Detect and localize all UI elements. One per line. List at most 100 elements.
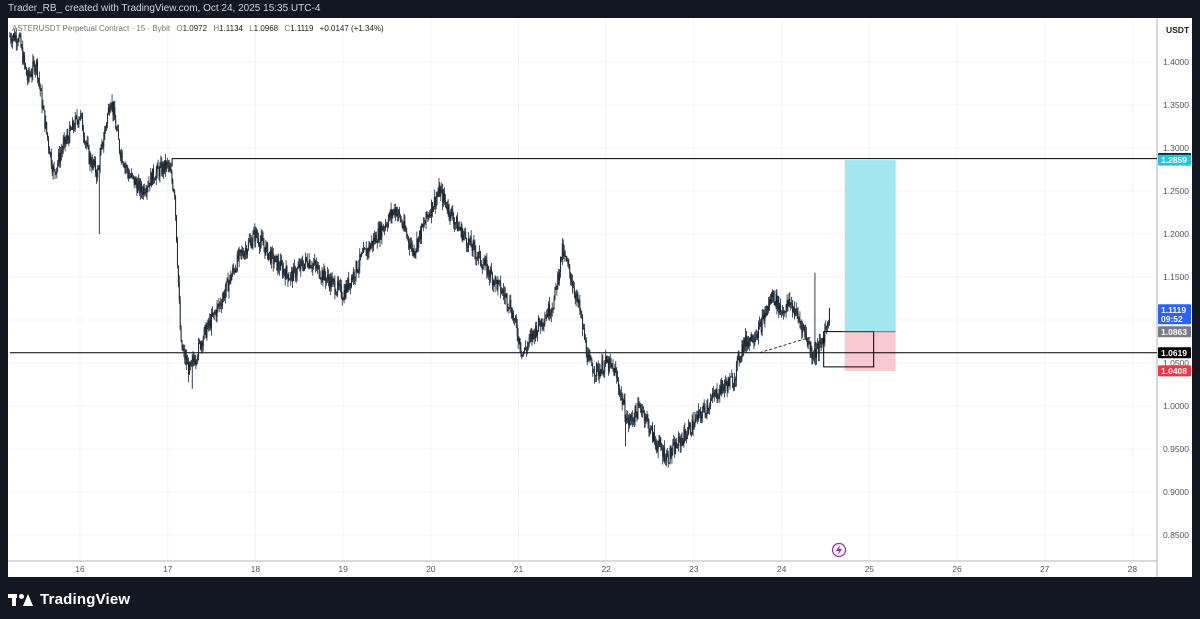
candle-body (390, 210, 392, 218)
candle-body (470, 237, 472, 248)
candle-body (705, 412, 707, 415)
candle-body (86, 142, 88, 145)
candle-body (41, 90, 43, 108)
candle-body (594, 372, 596, 376)
candle-body (87, 142, 89, 147)
candle-body (781, 311, 783, 313)
candle-body (30, 74, 32, 77)
candle-body (296, 268, 298, 276)
candle-body (708, 407, 710, 411)
candle-body (745, 335, 747, 347)
candle-body (77, 120, 79, 124)
candle-body (508, 307, 510, 309)
candle-body (638, 403, 640, 406)
candle-body (676, 447, 678, 449)
candle-body (662, 450, 664, 458)
candle-body (631, 417, 633, 422)
candle-body (567, 260, 569, 264)
candle-body (276, 256, 278, 270)
lightning-event-icon[interactable] (831, 542, 847, 558)
candle-body (107, 107, 109, 115)
candle-body (499, 280, 501, 282)
candle-body (564, 251, 566, 256)
candle-body (524, 347, 526, 353)
candle-body (576, 294, 578, 297)
candle-body (825, 327, 827, 331)
candle-body (389, 213, 391, 218)
candle-body (164, 160, 166, 170)
candle-body (787, 300, 789, 306)
candle-body (549, 314, 551, 316)
candle-body (683, 429, 685, 445)
candle-body (374, 235, 376, 242)
candle-body (406, 231, 408, 237)
candle-body (815, 348, 817, 358)
candle-body (397, 210, 399, 214)
candle-body (96, 169, 98, 178)
candle-body (799, 318, 801, 323)
candle-body (684, 429, 686, 436)
candle-body (19, 35, 21, 37)
candle-body (465, 232, 467, 239)
candle-body (432, 206, 434, 212)
price-tag-bg (1158, 365, 1191, 377)
candle-body (145, 192, 147, 194)
candle-body (71, 121, 73, 130)
currency-label[interactable]: USDT (1166, 25, 1190, 35)
candle-body (664, 447, 666, 462)
candle-body (460, 226, 462, 231)
candle-body (146, 187, 148, 193)
candle-body (814, 348, 816, 357)
candle-body (347, 278, 349, 291)
candle-body (159, 166, 161, 177)
candle-body (746, 341, 748, 347)
candle-body (474, 244, 476, 253)
candle-body (206, 327, 208, 338)
candle-body (528, 337, 530, 344)
candle-body (742, 344, 744, 352)
candle-body (715, 389, 717, 392)
candle-body (151, 173, 153, 186)
candle-body (385, 224, 387, 229)
candle-body (637, 403, 639, 419)
candle-body (511, 311, 513, 318)
legend-open-label: O (176, 24, 182, 33)
candle-body (13, 33, 15, 38)
candle-body (779, 304, 781, 313)
candle-body (703, 405, 705, 408)
candle-body (722, 386, 724, 391)
candle-body (506, 294, 508, 307)
candle-body (443, 193, 445, 201)
candle-body (202, 338, 204, 347)
candle-body (208, 320, 210, 326)
candle-body (209, 319, 211, 326)
candle-body (172, 181, 174, 190)
candle-body (62, 142, 64, 150)
candle-body (514, 317, 516, 319)
candle-body (597, 366, 599, 377)
time-tick-label: 17 (163, 564, 173, 574)
candle-body (763, 314, 765, 321)
candle-body (726, 384, 728, 392)
candle-body (525, 349, 527, 351)
candle-body (513, 312, 515, 321)
candle-body (118, 139, 120, 152)
candle-body (741, 344, 743, 356)
candle-body (436, 195, 438, 198)
candle-body (536, 325, 538, 336)
candle-body (502, 289, 504, 294)
candle-body (610, 363, 612, 365)
candle-body (479, 251, 481, 264)
candle-body (90, 155, 92, 165)
candle-body (33, 61, 35, 63)
candle-body (137, 183, 139, 193)
candle-body (122, 162, 124, 165)
candle-body (426, 212, 428, 218)
candle-body (16, 42, 18, 44)
candle-body (399, 214, 401, 221)
candle-body (220, 302, 222, 306)
candle-body (88, 146, 90, 164)
candle-body (828, 308, 830, 324)
candle-body (54, 169, 56, 173)
